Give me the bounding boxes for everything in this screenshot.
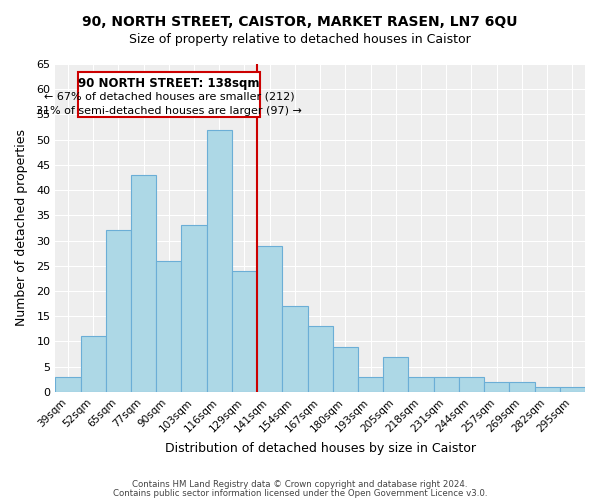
Bar: [80, 336, 106, 392]
Bar: [459, 377, 484, 392]
Bar: [131, 175, 156, 392]
Bar: [333, 346, 358, 392]
Bar: [156, 261, 181, 392]
X-axis label: Distribution of detached houses by size in Caistor: Distribution of detached houses by size …: [164, 442, 476, 455]
Bar: [358, 377, 383, 392]
Text: Contains HM Land Registry data © Crown copyright and database right 2024.: Contains HM Land Registry data © Crown c…: [132, 480, 468, 489]
Bar: [560, 387, 585, 392]
Bar: [283, 306, 308, 392]
Bar: [535, 387, 560, 392]
FancyBboxPatch shape: [78, 72, 260, 117]
Text: 90, NORTH STREET, CAISTOR, MARKET RASEN, LN7 6QU: 90, NORTH STREET, CAISTOR, MARKET RASEN,…: [82, 15, 518, 29]
Bar: [484, 382, 509, 392]
Bar: [257, 246, 283, 392]
Y-axis label: Number of detached properties: Number of detached properties: [15, 130, 28, 326]
Bar: [434, 377, 459, 392]
Bar: [308, 326, 333, 392]
Text: 31% of semi-detached houses are larger (97) →: 31% of semi-detached houses are larger (…: [36, 106, 302, 116]
Bar: [181, 226, 206, 392]
Bar: [509, 382, 535, 392]
Bar: [409, 377, 434, 392]
Bar: [206, 130, 232, 392]
Text: Contains public sector information licensed under the Open Government Licence v3: Contains public sector information licen…: [113, 488, 487, 498]
Text: 90 NORTH STREET: 138sqm: 90 NORTH STREET: 138sqm: [78, 76, 260, 90]
Bar: [232, 271, 257, 392]
Text: Size of property relative to detached houses in Caistor: Size of property relative to detached ho…: [129, 32, 471, 46]
Bar: [106, 230, 131, 392]
Bar: [55, 377, 80, 392]
Bar: [383, 356, 409, 392]
Text: ← 67% of detached houses are smaller (212): ← 67% of detached houses are smaller (21…: [44, 92, 294, 102]
